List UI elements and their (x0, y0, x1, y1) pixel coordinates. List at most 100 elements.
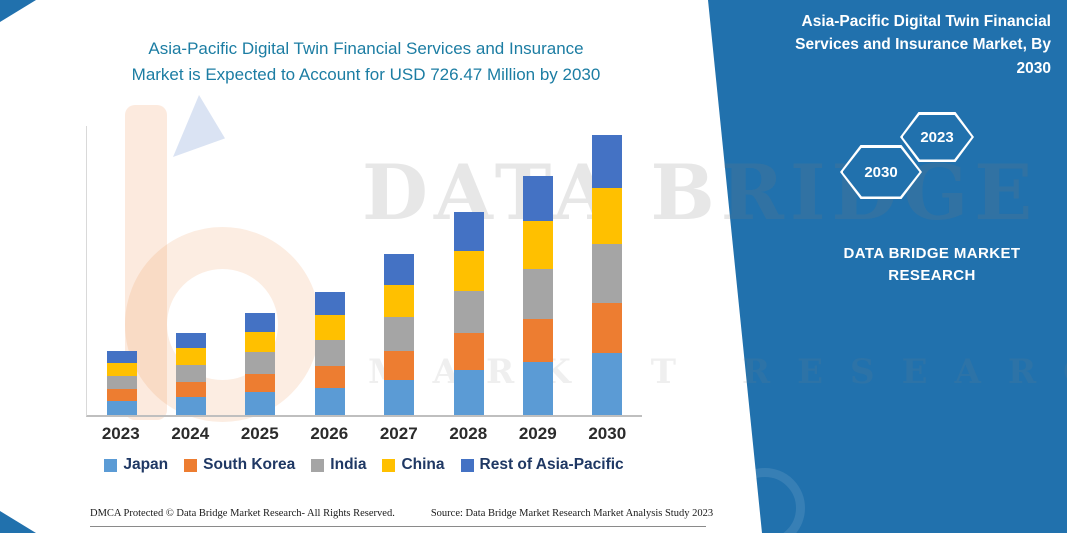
bar-segment-south-korea-2029 (522, 319, 553, 362)
chart-legend: Japan South Korea India China Rest of Asia-P… (86, 456, 642, 474)
bar-segment-japan-2027 (384, 380, 415, 415)
chart-title-line2: Market is Expected to Account for USD 72… (131, 64, 601, 84)
bar-segment-rest-of-asia-pacific-2023 (106, 351, 137, 363)
bar-segment-rest-of-asia-pacific-2025 (245, 313, 276, 332)
hexagon-2023: 2023 (900, 112, 974, 162)
brand-line2: RESEARCH (888, 266, 976, 284)
bar-segment-india-2029 (522, 269, 553, 319)
footer-copyright: DMCA Protected © Data Bridge Market Rese… (90, 508, 395, 519)
bar-segment-japan-2030 (592, 353, 623, 415)
stacked-bar-2030 (592, 135, 623, 415)
bar-segment-rest-of-asia-pacific-2028 (453, 212, 484, 251)
bar-segment-china-2028 (453, 251, 484, 291)
panel-logo-watermark (725, 468, 805, 533)
bar-column-2030 (573, 126, 642, 415)
hexagon-2023-label: 2023 (902, 114, 972, 160)
stacked-bar-2023 (106, 351, 137, 415)
bar-segment-south-korea-2027 (384, 351, 415, 380)
bar-segment-south-korea-2023 (106, 389, 137, 401)
bar-segment-china-2023 (106, 363, 137, 376)
bar-segment-rest-of-asia-pacific-2029 (522, 176, 553, 221)
chart-title-line1: Asia-Pacific Digital Twin Financial Serv… (148, 39, 584, 58)
legend-label-rest-of-asia-pacific: Rest of Asia-Pacific (479, 456, 624, 473)
bar-segment-south-korea-2024 (176, 382, 207, 397)
bar-segment-rest-of-asia-pacific-2026 (314, 292, 345, 315)
legend-label-japan: Japan (123, 456, 169, 473)
bar-segment-south-korea-2025 (245, 374, 276, 392)
side-panel (708, 0, 1067, 533)
bar-segment-china-2029 (522, 221, 553, 269)
bar-column-2028 (434, 126, 503, 415)
legend-item-india: India (311, 456, 366, 474)
x-axis-label-2023: 2023 (101, 424, 140, 443)
legend-swatch-china (382, 458, 396, 472)
bar-segment-japan-2023 (106, 401, 137, 415)
legend-label-south-korea: South Korea (203, 456, 296, 473)
bottom-left-corner-triangle (0, 511, 36, 533)
bar-segment-japan-2028 (453, 370, 484, 415)
chart-bars (86, 126, 642, 417)
stacked-bar-2024 (176, 333, 207, 415)
bar-segment-rest-of-asia-pacific-2024 (176, 333, 207, 348)
bar-segment-india-2030 (592, 244, 623, 303)
footer: DMCA Protected © Data Bridge Market Rese… (90, 508, 713, 519)
bar-segment-india-2027 (384, 317, 415, 351)
bar-segment-japan-2029 (522, 362, 553, 415)
legend-item-china: China (382, 456, 445, 474)
legend-swatch-south-korea (184, 458, 198, 472)
bar-segment-rest-of-asia-pacific-2030 (592, 135, 623, 188)
x-axis-label-2028: 2028 (449, 424, 488, 443)
legend-item-rest-of-asia-pacific: Rest of Asia-Pacific (460, 456, 624, 474)
chart-xlabels: 2023 2024 2025 2026 2027 2028 2029 2030 (86, 424, 642, 444)
bar-segment-india-2025 (245, 352, 276, 374)
legend-swatch-rest-of-asia-pacific (460, 458, 474, 472)
stacked-bar-2026 (314, 292, 345, 415)
bar-column-2026 (295, 126, 364, 415)
bar-column-2024 (156, 126, 225, 415)
legend-item-south-korea: South Korea (184, 456, 295, 474)
bar-segment-south-korea-2030 (592, 303, 623, 353)
bar-segment-south-korea-2028 (453, 333, 484, 370)
chart-title: Asia-Pacific Digital Twin Financial Serv… (78, 36, 654, 87)
stacked-bar-2025 (245, 313, 276, 415)
legend-label-china: China (401, 456, 445, 473)
bar-segment-japan-2025 (245, 392, 276, 415)
x-axis-label-2027: 2027 (379, 424, 418, 443)
bar-column-2027 (365, 126, 434, 415)
bar-segment-india-2026 (314, 340, 345, 366)
bar-segment-china-2027 (384, 285, 415, 317)
legend-swatch-india (311, 458, 325, 472)
bar-column-2025 (226, 126, 295, 415)
stacked-bar-2029 (522, 176, 553, 415)
bar-segment-china-2026 (314, 315, 345, 340)
stacked-bar-2028 (453, 212, 484, 415)
legend-swatch-japan (104, 458, 118, 472)
bar-segment-india-2024 (176, 365, 207, 382)
bar-segment-rest-of-asia-pacific-2027 (384, 254, 415, 285)
bar-segment-japan-2024 (176, 397, 207, 415)
x-axis-label-2026: 2026 (310, 424, 349, 443)
stacked-bar-2027 (384, 254, 415, 415)
bar-segment-india-2028 (453, 291, 484, 333)
stacked-bar-chart: 2023 2024 2025 2026 2027 2028 2029 2030 Japan So… (86, 126, 642, 474)
x-axis-label-2025: 2025 (240, 424, 279, 443)
side-panel-title: Asia-Pacific Digital Twin Financial Serv… (795, 13, 1051, 77)
brand-text: DATA BRIDGE MARKET RESEARCH (842, 243, 1022, 287)
x-axis-label-2029: 2029 (518, 424, 557, 443)
legend-label-india: India (330, 456, 367, 473)
bar-segment-china-2024 (176, 348, 207, 365)
x-axis-label-2030: 2030 (588, 424, 627, 443)
footer-source: Source: Data Bridge Market Research Mark… (430, 508, 714, 519)
hexagon-2030-label: 2030 (842, 147, 920, 197)
watermark-market-research: MARKET RESEARCH (368, 352, 1067, 392)
footer-divider-line (90, 526, 706, 527)
bar-segment-japan-2026 (314, 388, 345, 415)
bar-segment-south-korea-2026 (314, 366, 345, 388)
bar-column-2029 (503, 126, 572, 415)
side-panel-content: Asia-Pacific Digital Twin Financial Serv… (700, 0, 1067, 533)
legend-item-japan: Japan (104, 456, 168, 474)
top-left-corner-triangle (0, 0, 36, 22)
bar-segment-china-2025 (245, 332, 276, 352)
brand-line1: DATA BRIDGE MARKET (843, 245, 1021, 262)
bar-segment-india-2023 (106, 376, 137, 389)
